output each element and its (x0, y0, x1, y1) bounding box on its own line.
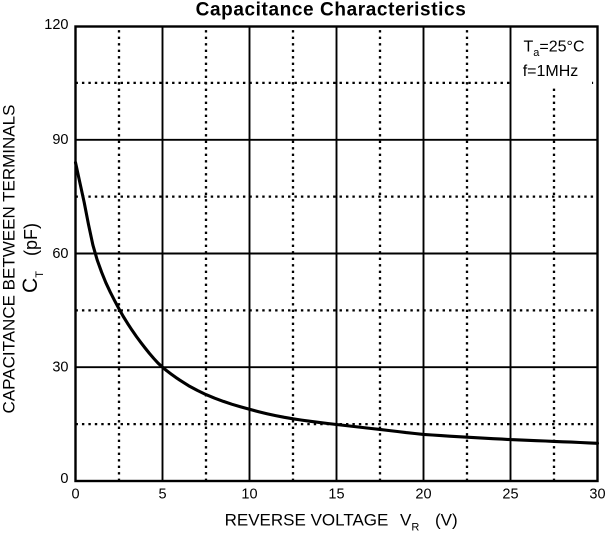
svg-text:(V): (V) (435, 511, 458, 530)
svg-text:30: 30 (589, 487, 605, 503)
svg-text:5: 5 (158, 487, 166, 503)
svg-text:10: 10 (241, 487, 257, 503)
svg-text:0: 0 (60, 471, 68, 487)
svg-text:30: 30 (52, 360, 68, 376)
svg-text:CAPACITANCE BETWEEN TERMINALS: CAPACITANCE BETWEEN TERMINALS (0, 105, 19, 414)
svg-text:Ta=25°C: Ta=25°C (524, 38, 585, 59)
svg-text:25: 25 (502, 487, 518, 503)
svg-text:REVERSE VOLTAGE: REVERSE VOLTAGE (225, 511, 389, 530)
svg-text:120: 120 (44, 17, 68, 33)
svg-text:20: 20 (415, 487, 431, 503)
svg-text:15: 15 (328, 487, 344, 503)
svg-text:90: 90 (52, 132, 68, 148)
svg-text:Capacitance Characteristics: Capacitance Characteristics (196, 0, 467, 21)
svg-text:60: 60 (52, 246, 68, 262)
svg-text:0: 0 (71, 487, 79, 503)
svg-text:f=1MHz: f=1MHz (523, 63, 579, 80)
svg-text:VR: VR (400, 511, 419, 534)
svg-text:CT (pF): CT (pF) (19, 223, 46, 293)
